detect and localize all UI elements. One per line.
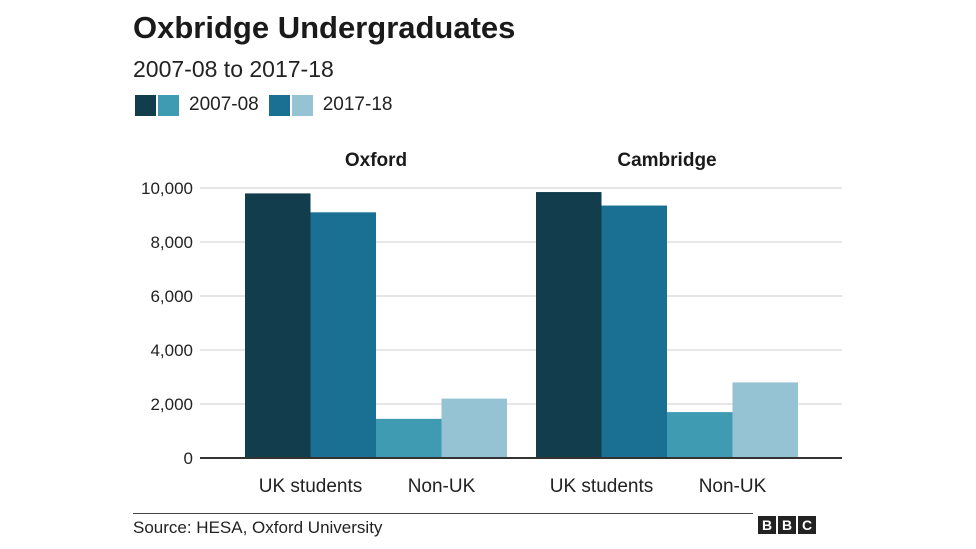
y-tick-label: 0 [184, 449, 193, 468]
legend-label-2007-08: 2007-08 [189, 94, 259, 115]
bar-oxford-nonuk-2007-08 [376, 418, 442, 458]
legend-item-2007-08: 2007-08 [135, 94, 259, 116]
legend-item-2017-18: 2017-18 [268, 94, 393, 116]
legend-swatch-uk-2007-08 [135, 94, 156, 116]
legend-swatch-nonuk-2007-08 [158, 94, 179, 116]
y-tick-label: 10,000 [141, 179, 193, 198]
bar-cambridge-uk-2017-18 [601, 205, 667, 458]
x-category-label: UK students [259, 476, 363, 497]
y-tick-label: 2,000 [150, 395, 193, 414]
legend-label-2017-18: 2017-18 [322, 94, 393, 115]
x-category-label: Non-UK [699, 476, 767, 497]
legend: 2007-08 2017-18 [135, 93, 402, 117]
bar-oxford-uk-2017-18 [310, 212, 376, 458]
legend-swatch-nonuk-2017-18 [291, 94, 313, 116]
bar-cambridge-nonuk-2017-18 [732, 382, 798, 458]
y-tick-label: 8,000 [150, 233, 193, 252]
chart-title: Oxbridge Undergraduates [133, 10, 516, 45]
bar-oxford-uk-2007-08 [245, 193, 311, 458]
logo-letter-1: B [758, 516, 776, 534]
bbc-logo: B B C [758, 516, 816, 534]
bar-cambridge-uk-2007-08 [536, 192, 602, 459]
chart-subtitle: 2007-08 to 2017-18 [133, 56, 334, 82]
panel-title-cambridge: Cambridge [617, 150, 716, 171]
logo-letter-3: C [798, 516, 816, 534]
panel-title-oxford: Oxford [345, 150, 407, 171]
y-tick-label: 6,000 [150, 287, 193, 306]
x-category-label: Non-UK [408, 476, 476, 497]
footer-divider [133, 513, 753, 514]
y-tick-label: 4,000 [150, 341, 193, 360]
bar-cambridge-nonuk-2007-08 [667, 412, 733, 458]
source-note: Source: HESA, Oxford University [133, 518, 383, 537]
logo-letter-2: B [778, 516, 796, 534]
x-category-label: UK students [550, 476, 654, 497]
legend-swatch-uk-2017-18 [268, 94, 290, 116]
bar-oxford-nonuk-2017-18 [441, 398, 507, 458]
